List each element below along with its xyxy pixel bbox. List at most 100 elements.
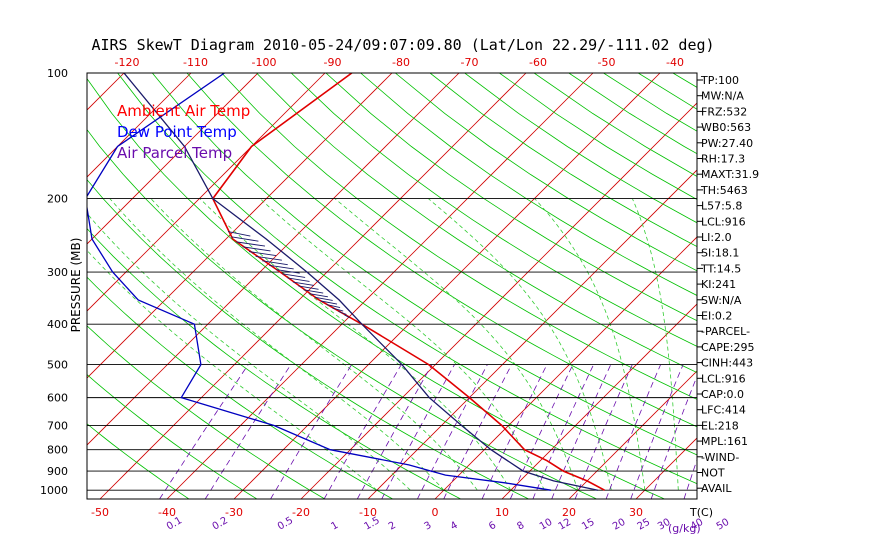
mixing-ratio-tick-label: 2 <box>387 520 398 533</box>
mixing-ratio-line <box>323 364 402 499</box>
mixing-ratio-line <box>509 364 574 499</box>
bottom-temp-tick-label: 10 <box>495 506 509 519</box>
dry-adiabat-line <box>117 73 697 485</box>
index-label: EI:0.2 <box>701 310 732 323</box>
dry-adiabat-line <box>87 325 326 499</box>
cape-hatch <box>344 314 350 319</box>
moist-adiabat-line <box>109 198 445 491</box>
mixing-ratio-tick-label: 12 <box>557 517 574 533</box>
pressure-tick-label: 900 <box>47 465 68 478</box>
dry-adiabat-line <box>87 374 258 499</box>
top-temp-tick-label: -70 <box>461 56 479 69</box>
mixing-ratio-tick-label: 3 <box>423 520 434 533</box>
pressure-tick-label: 600 <box>47 392 68 405</box>
cape-hatch <box>309 293 328 298</box>
top-temp-tick-label: -80 <box>392 56 410 69</box>
dry-adiabat-line <box>290 73 697 347</box>
isotherm-line <box>166 73 594 499</box>
mixing-ratio-line <box>574 364 633 499</box>
legend-entry: Ambient Air Temp <box>117 102 250 120</box>
pressure-tick-label: 200 <box>47 193 68 206</box>
bottom-temp-tick-label: 0 <box>432 506 439 519</box>
bottom-temp-tick-label: 20 <box>562 506 576 519</box>
bottom-temp-tick-label: -10 <box>359 506 377 519</box>
isotherm-line <box>87 73 259 245</box>
isotherm-line <box>434 236 697 499</box>
index-label: CAP:0.0 <box>701 388 744 401</box>
index-label: MAXT:31.9 <box>701 168 759 181</box>
indices-panel: TP:100 MW:N/A FRZ:532 WB0:563 PW:27.40 RH:17.… <box>697 74 759 495</box>
mixing-ratio-line <box>417 364 488 499</box>
mixing-ratio-line <box>356 364 433 499</box>
index-label: FRZ:532 <box>701 105 747 118</box>
index-label: TP:100 <box>700 74 739 87</box>
pressure-tick-label: 400 <box>47 318 68 331</box>
dry-adiabat-line <box>87 227 461 499</box>
legend: Ambient Air Temp Dew Point Temp Air Parcel… <box>117 102 250 162</box>
isotherm-line <box>501 303 697 499</box>
dry-adiabat-line <box>221 73 697 400</box>
index-label: LCL:916 <box>701 372 746 385</box>
mixing-ratio-line <box>630 364 684 499</box>
index-label: WB0:563 <box>701 121 751 134</box>
mixing-ratio-line <box>481 364 548 499</box>
dry-adiabat-line <box>186 73 697 428</box>
index-label: CAPE:295 <box>701 341 755 354</box>
bottom-temp-tick-label: -30 <box>225 506 243 519</box>
dry-adiabat-line <box>87 179 529 499</box>
index-label: MW:N/A <box>701 90 744 103</box>
cape-hatch <box>332 307 344 312</box>
isotherm-line <box>233 73 661 499</box>
cape-hatch <box>262 260 288 266</box>
index-label: TH:5463 <box>700 184 748 197</box>
top-temp-tick-label: -90 <box>324 56 342 69</box>
index-label: SI:18.1 <box>701 247 739 260</box>
moist-adiabat-line <box>259 198 545 491</box>
moist-adiabat-line <box>428 198 612 491</box>
index-label: -WIND- <box>701 451 739 464</box>
moist-adiabat-line <box>199 198 512 491</box>
index-label: PW:27.40 <box>701 137 753 150</box>
bottom-temp-tick-label: -50 <box>91 506 109 519</box>
index-label: L57:5.8 <box>701 200 742 213</box>
mixing-ratio-line <box>551 364 612 499</box>
cape-hatch <box>236 241 266 247</box>
index-label: RH:17.3 <box>701 153 745 166</box>
cape-hatch <box>303 289 324 294</box>
index-label: NOT <box>701 467 725 480</box>
frame-layer <box>86 72 698 500</box>
index-label: EL:218 <box>701 419 739 432</box>
mixing-ratio-line <box>532 364 594 499</box>
pressure-tick-label: 700 <box>47 420 68 433</box>
mixing-ratio-line <box>443 364 512 499</box>
series-line-2 <box>123 73 599 491</box>
mixing-ratio-line <box>204 364 292 499</box>
cape-hatch <box>275 269 300 274</box>
cape-hatch <box>326 304 341 309</box>
dry-adiabat-line <box>360 73 697 296</box>
index-label: AVAIL <box>701 482 732 495</box>
mixing-ratio-line <box>650 375 697 499</box>
isotherm-line <box>568 370 697 499</box>
cape-hatch <box>248 251 277 257</box>
mixing-ratio-tick-label: 15 <box>580 517 597 533</box>
dry-adiabat-line <box>151 73 697 456</box>
index-label: SW:N/A <box>701 294 742 307</box>
index-label: LFC:414 <box>701 404 746 417</box>
legend-entry: Air Parcel Temp <box>117 144 232 162</box>
mixing-ratio-tick-label: 6 <box>487 520 498 533</box>
top-temp-tick-label: -120 <box>115 56 140 69</box>
top-temp-tick-label: -110 <box>183 56 208 69</box>
plot-frame <box>86 72 698 500</box>
isotherm-line <box>770 73 870 499</box>
series-line-1 <box>87 73 552 491</box>
index-label: MPL:161 <box>701 435 748 448</box>
mixing-ratio-tick-label: 25 <box>636 517 653 533</box>
mixing-ratio-line <box>605 364 661 499</box>
dry-adiabat-line <box>637 73 697 110</box>
series-line-0 <box>211 73 605 491</box>
index-label: TT:14.5 <box>700 262 741 275</box>
isotherm-line <box>300 102 697 499</box>
top-temp-tick-label: -100 <box>252 56 277 69</box>
index-label: LCL:916 <box>701 215 746 228</box>
